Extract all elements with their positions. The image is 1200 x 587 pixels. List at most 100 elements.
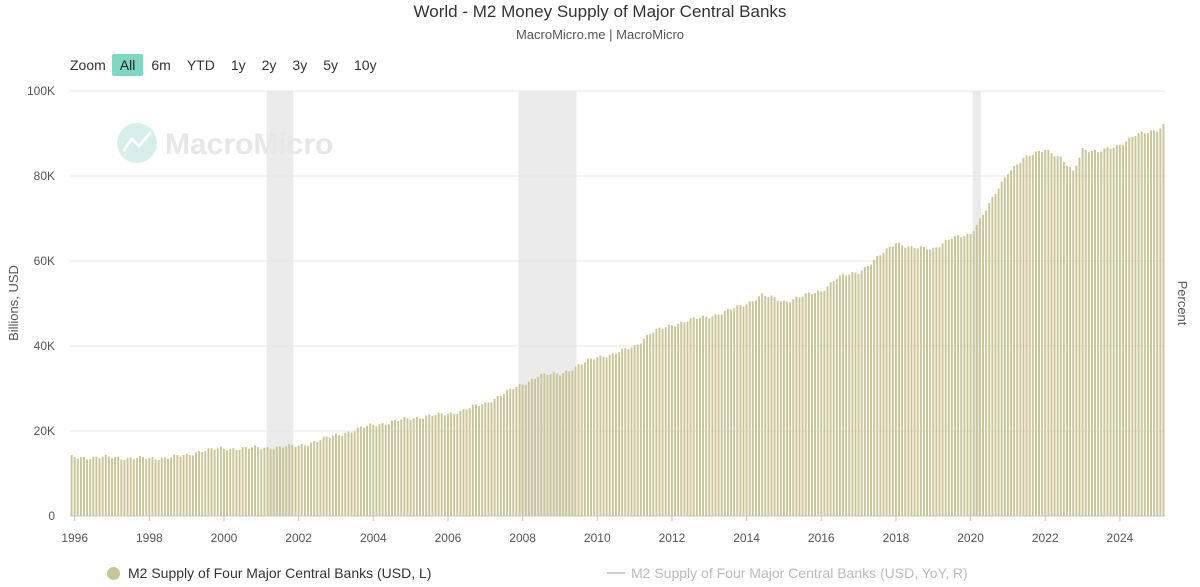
legend-item-m2-yoy[interactable]: M2 Supply of Four Major Central Banks (U… [607,565,968,581]
bar [201,452,204,516]
bar [1106,147,1109,516]
bar [428,414,431,516]
y-axis-ticks: 0 20K 40K 60K 80K 100K [27,84,55,523]
bar [543,373,546,516]
bar [257,447,260,516]
bar [798,297,801,516]
bar [888,246,891,516]
bar [303,445,306,516]
bar [1078,157,1081,516]
bar [1134,136,1137,517]
bar [384,424,387,516]
bar [372,424,375,516]
bar [104,454,107,516]
bar [950,239,953,516]
bar [658,327,661,516]
bar [1153,130,1156,516]
bar [145,459,148,516]
bar [1059,156,1062,516]
bar [583,362,586,516]
bar [565,370,568,516]
bar [1075,165,1078,516]
bar [484,402,487,516]
bar [795,296,798,516]
zoom-ytd-button[interactable]: YTD [186,57,215,73]
bar [608,354,611,516]
bar [191,455,194,516]
bar [335,433,337,516]
zoom-all-button[interactable]: All [111,54,144,76]
bar [89,459,92,516]
bar [963,236,966,516]
bar [726,308,729,516]
bar [422,418,425,516]
zoom-1y-button[interactable]: 1y [230,57,246,73]
bar [1056,156,1059,517]
bar [223,448,225,516]
bar [185,453,188,516]
bar [260,449,263,516]
bar [941,243,944,516]
bar [235,450,238,516]
bar [1122,144,1124,516]
bar [313,441,316,516]
bar [670,325,673,516]
bar [406,418,409,516]
bar [381,423,384,516]
bar [823,290,826,516]
bar [1146,133,1149,516]
bar [751,301,754,516]
bar [736,305,739,516]
bar [244,446,247,516]
bar [854,272,857,516]
bar [1013,165,1016,516]
bar [496,396,499,516]
bar [415,416,418,516]
y-tick-label: 0 [48,509,55,523]
bar [618,352,621,516]
bar [1006,174,1009,516]
zoom-5y-button[interactable]: 5y [323,57,338,73]
bar [764,296,767,516]
bar [232,448,235,516]
bar [742,306,745,516]
bar [450,412,453,516]
bar [188,455,191,516]
bar [279,446,281,516]
x-tick-label: 1998 [136,531,163,545]
bar [1097,152,1100,517]
zoom-3y-button[interactable]: 3y [292,57,308,73]
bar [969,233,972,516]
bar [1038,150,1040,516]
legend-label: M2 Supply of Four Major Central Banks (U… [128,565,432,581]
zoom-10y-button[interactable]: 10y [354,57,377,73]
bar [851,272,854,516]
bar [176,455,179,516]
bar [1025,155,1028,516]
bar [708,318,711,516]
bar [711,316,714,516]
bar [453,413,456,516]
zoom-6m-button[interactable]: 6m [151,57,171,73]
bar [723,311,726,516]
bar [129,457,132,516]
y-tick-label: 20K [34,424,55,438]
bar [885,248,888,517]
bar [926,249,928,516]
legend-item-m2-supply[interactable]: M2 Supply of Four Major Central Banks (U… [107,565,431,581]
bar [1022,157,1025,516]
bar [139,455,141,516]
bar [938,247,941,516]
zoom-toolbar: Zoom All 6m YTD 1y 2y 3y 5y 10y [70,54,385,76]
bar [437,412,440,516]
zoom-2y-button[interactable]: 2y [261,57,277,73]
bar [440,413,443,516]
bar [770,295,773,516]
bar [142,457,145,516]
bar [614,353,617,516]
bar [198,451,201,516]
bar [1100,151,1103,516]
bar [474,404,477,516]
bar [409,419,412,516]
bar [1044,149,1047,516]
